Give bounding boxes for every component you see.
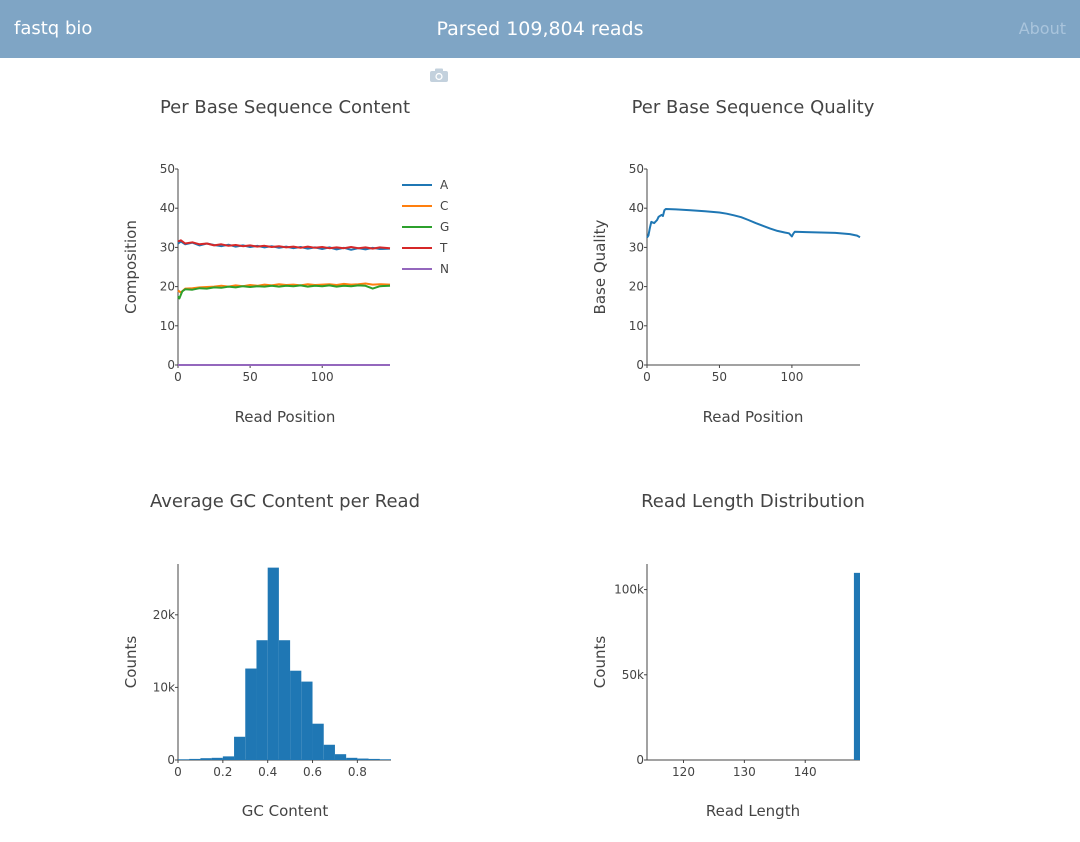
legend-label: C <box>440 199 448 213</box>
y-axis-title: Base Quality <box>591 219 609 314</box>
y-tick-label: 0 <box>167 358 175 372</box>
y-tick-label: 10 <box>160 319 175 333</box>
x-axis-title: Read Length <box>706 802 800 820</box>
y-tick-label: 40 <box>160 201 175 215</box>
bar <box>178 759 190 760</box>
chart-title: Read Length Distribution <box>641 491 865 512</box>
y-tick-label: 30 <box>160 240 175 254</box>
x-axis-title: Read Position <box>235 408 336 426</box>
legend-item-N: N <box>402 262 449 276</box>
series-line-C <box>177 282 391 294</box>
bar <box>189 758 201 760</box>
y-tick-label: 0 <box>636 358 644 372</box>
bar <box>234 736 246 760</box>
x-tick-label: 120 <box>672 765 695 779</box>
x-tick-label: 130 <box>733 765 756 779</box>
y-tick-label: 50 <box>629 162 644 176</box>
x-tick-label: 0.2 <box>213 765 232 779</box>
legend-label: A <box>440 178 449 192</box>
bar <box>267 567 279 760</box>
x-tick-label: 0.4 <box>258 765 277 779</box>
bar <box>379 759 391 760</box>
y-tick-label: 20k <box>153 608 175 622</box>
legend-label: G <box>440 220 449 234</box>
x-tick-label: 0.6 <box>303 765 322 779</box>
y-tick-label: 100k <box>614 583 644 597</box>
bar <box>323 744 335 760</box>
y-tick-label: 10 <box>629 319 644 333</box>
y-axis-title: Composition <box>122 220 140 314</box>
brand-title: fastq bio <box>14 18 93 39</box>
chart-title: Per Base Sequence Quality <box>632 97 875 118</box>
legend-item-G: G <box>402 220 449 234</box>
y-tick-label: 10k <box>153 680 175 694</box>
y-tick-label: 50 <box>160 162 175 176</box>
x-tick-label: 0.8 <box>348 765 367 779</box>
x-axis-title: Read Position <box>703 408 804 426</box>
y-tick-label: 30 <box>629 240 644 254</box>
bar <box>256 640 268 760</box>
bar <box>357 758 369 760</box>
camera-icon[interactable] <box>429 67 449 83</box>
bar <box>368 758 380 760</box>
y-tick-label: 40 <box>629 201 644 215</box>
parse-status: Parsed 109,804 reads <box>436 18 644 40</box>
bar <box>222 756 235 760</box>
y-tick-label: 0 <box>636 753 644 767</box>
y-tick-label: 20 <box>160 280 175 294</box>
x-tick-label: 100 <box>311 370 334 384</box>
legend-item-C: C <box>402 199 448 213</box>
bar <box>211 757 223 760</box>
per-base-content-chart: Per Base Sequence Content Read Position Co… <box>122 97 449 426</box>
x-tick-label: 50 <box>242 370 257 384</box>
bar <box>346 757 358 760</box>
y-tick-label: 20 <box>629 280 644 294</box>
legend-item-T: T <box>402 241 448 255</box>
legend-item-A: A <box>402 178 449 192</box>
x-tick-label: 0 <box>174 765 182 779</box>
legend-label: N <box>440 262 449 276</box>
y-axis-title: Counts <box>122 636 140 689</box>
bar <box>301 681 313 760</box>
series-line-quality <box>646 208 861 239</box>
top-bar: fastq bio Parsed 109,804 reads About <box>0 0 1080 58</box>
x-tick-label: 100 <box>780 370 803 384</box>
bar <box>200 758 212 760</box>
read-length-chart: Read Length Distribution Read Length Count… <box>591 491 865 820</box>
x-tick-label: 50 <box>712 370 727 384</box>
per-base-quality-chart: Per Base Sequence Quality Read Position Ba… <box>591 97 875 426</box>
about-link[interactable]: About <box>1018 19 1066 38</box>
chart-title: Average GC Content per Read <box>150 491 420 512</box>
bar <box>853 572 860 760</box>
gc-content-chart: Average GC Content per Read GC Content Cou… <box>122 491 420 820</box>
bar <box>312 723 324 760</box>
y-tick-label: 50k <box>622 668 644 682</box>
bar <box>278 640 291 760</box>
x-axis-title: GC Content <box>242 802 329 820</box>
series-line-G <box>177 284 391 300</box>
legend-label: T <box>439 241 448 255</box>
x-tick-label: 0 <box>643 370 651 384</box>
bar <box>245 668 257 760</box>
bar <box>290 670 302 760</box>
y-axis-title: Counts <box>591 636 609 689</box>
bar <box>334 754 347 760</box>
chart-title: Per Base Sequence Content <box>160 97 410 118</box>
x-tick-label: 0 <box>174 370 182 384</box>
series-line-T <box>177 239 391 250</box>
x-tick-label: 140 <box>794 765 817 779</box>
y-tick-label: 0 <box>167 753 175 767</box>
